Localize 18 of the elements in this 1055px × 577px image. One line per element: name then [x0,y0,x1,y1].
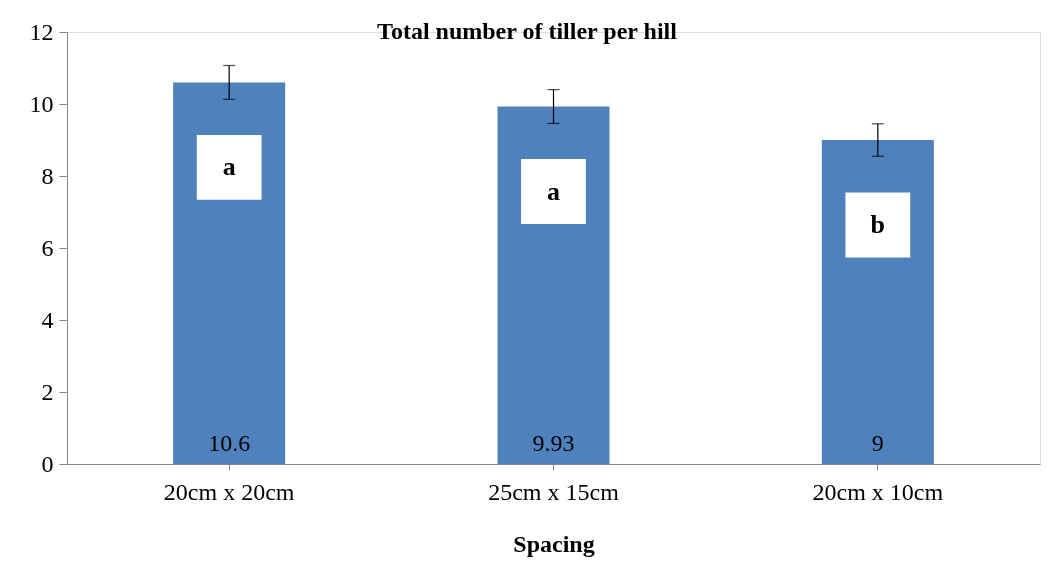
x-tick-label: 20cm x 20cm [163,478,295,505]
x-axis-title: Spacing [513,530,595,557]
y-tick-label: 12 [29,18,54,45]
data-label: 9.93 [532,430,575,456]
annotation: b [870,210,886,239]
x-tick-label: 20cm x 10cm [812,478,944,505]
annotation: a [222,152,236,182]
y-tick-label: 6 [41,234,54,261]
y-tick-label: 8 [41,162,54,189]
annotation: a [547,176,560,206]
chart-title: Total number of tiller per hill [377,18,678,44]
y-tick-label: 0 [41,450,54,477]
y-tick-label: 10 [29,90,54,117]
y-tick-label: 2 [41,378,54,405]
y-tick-label: 4 [41,306,54,333]
data-label: 10.6 [208,430,251,456]
x-tick-label: 25cm x 15cm [488,478,620,505]
data-label: 9 [871,430,884,456]
